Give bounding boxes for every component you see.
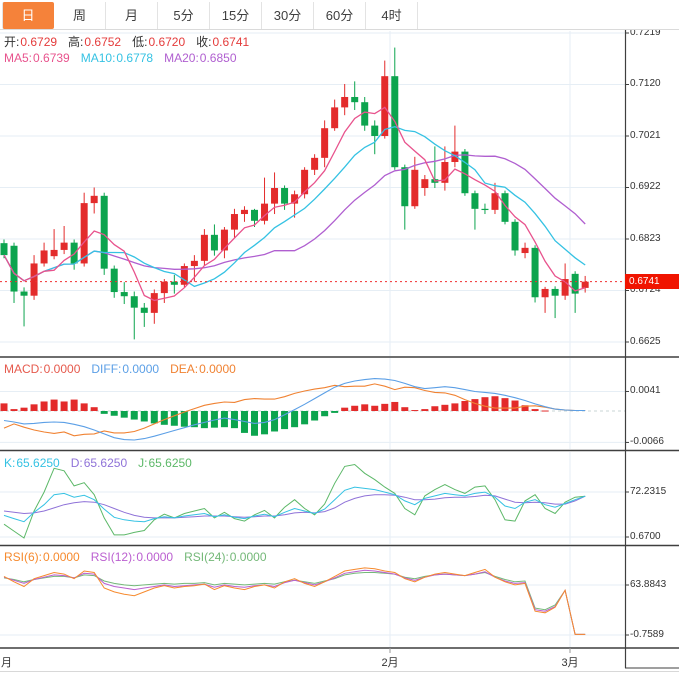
y-tick-label: -0.0066	[630, 436, 664, 448]
rsi12-value: 0.0000	[136, 550, 174, 564]
ma10-label: MA10:	[80, 51, 116, 65]
ma10-value: 0.6778	[116, 51, 154, 65]
x-axis-label: 月	[1, 657, 12, 669]
dea-value: 0.0000	[199, 362, 236, 376]
y-tick-label: 0.6625	[630, 335, 661, 347]
tab-60min[interactable]: 60分	[314, 2, 366, 29]
low-value: 0.6720	[148, 35, 186, 49]
rsi12-label: RSI(12):	[90, 550, 136, 564]
y-tick-label: 72.2315	[630, 486, 667, 497]
tab-month[interactable]: 月	[106, 2, 158, 29]
y-tick-label: 0.7021	[630, 129, 661, 141]
d-value: 65.6250	[83, 456, 128, 470]
j-label: J:	[138, 456, 148, 470]
ma5-value: 0.6739	[33, 51, 70, 65]
tab-week[interactable]: 周	[54, 2, 106, 29]
tab-4hour[interactable]: 4时	[366, 2, 418, 29]
ma20-label: MA20:	[164, 51, 199, 65]
open-value: 0.6729	[20, 35, 58, 49]
rsi-legend: RSI(6):0.0000 RSI(12):0.0000 RSI(24):0.000…	[4, 550, 278, 564]
rsi6-label: RSI(6):	[4, 550, 43, 564]
y-tick-label: 0.6823	[630, 232, 661, 244]
close-label: 收:	[196, 35, 212, 49]
tab-5min[interactable]: 5分	[158, 2, 210, 29]
tab-30min[interactable]: 30分	[262, 2, 314, 29]
x-axis-label: 2月	[381, 657, 399, 669]
y-tick-label: 0.7219	[630, 27, 661, 38]
rsi24-value: 0.0000	[229, 550, 267, 564]
open-label: 开:	[4, 35, 20, 49]
y-tick-label: 0.7120	[630, 78, 661, 90]
macd-label: MACD:	[4, 362, 43, 376]
y-tick-label: -0.7589	[630, 629, 664, 640]
y-tick-label: 0.6700	[630, 530, 661, 542]
rsi24-label: RSI(24):	[184, 550, 229, 564]
ma20-value: 0.6850	[199, 51, 237, 65]
k-value: 65.6250	[16, 456, 60, 470]
close-value: 0.6741	[212, 35, 250, 49]
y-tick-label: 63.8843	[630, 579, 667, 590]
rsi6-value: 0.0000	[43, 550, 80, 564]
y-tick-label: 0.6724	[630, 284, 661, 296]
low-label: 低:	[132, 35, 148, 49]
tab-day[interactable]: 日	[2, 2, 54, 29]
tab-15min[interactable]: 15分	[210, 2, 262, 29]
diff-label: DIFF:	[91, 362, 122, 376]
j-value: 65.6250	[148, 456, 192, 470]
kdj-legend: K:65.6250 D:65.6250 J:65.6250	[4, 456, 203, 470]
k-label: K:	[4, 456, 16, 470]
current-price-value: 0.6741	[629, 276, 660, 288]
current-price-badge: 0.6741	[625, 274, 679, 290]
ma-legend: MA5:0.6739 MA10:0.6778 MA20:0.6850	[4, 51, 248, 65]
period-tabbar: 日 周 月 5分 15分 30分 60分 4时	[0, 0, 679, 30]
high-value: 0.6752	[84, 35, 122, 49]
macd-value: 0.0000	[43, 362, 81, 376]
x-axis-label: 3月	[561, 657, 579, 669]
d-label: D:	[70, 456, 83, 470]
macd-legend: MACD:0.0000 DIFF:0.0000 DEA:0.0000	[4, 362, 247, 376]
ohlc-legend: 开:0.6729 高:0.6752 低:0.6720 收:0.6741	[4, 35, 260, 49]
high-label: 高:	[68, 35, 84, 49]
y-tick-label: 0.6922	[630, 181, 661, 193]
diff-value: 0.0000	[122, 362, 160, 376]
y-tick-label: 0.0041	[630, 385, 661, 397]
ma5-label: MA5:	[4, 51, 33, 65]
dea-label: DEA:	[170, 362, 199, 376]
